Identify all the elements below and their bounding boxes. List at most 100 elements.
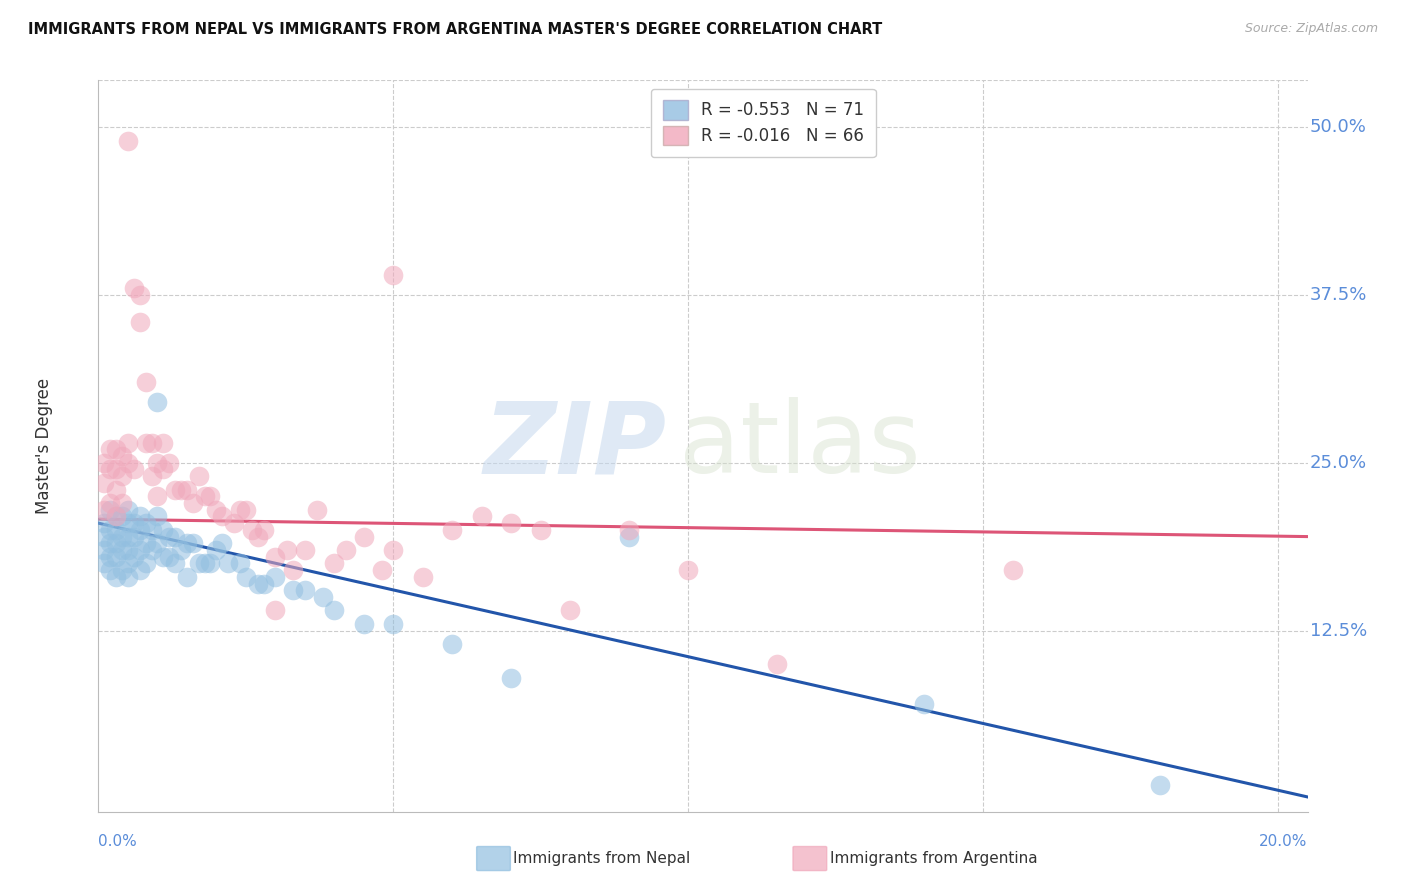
Point: [912, 698, 935, 712]
Point: [98, 563, 121, 577]
Point: [141, 435, 163, 450]
Text: IMMIGRANTS FROM NEPAL VS IMMIGRANTS FROM ARGENTINA MASTER'S DEGREE CORRELATION C: IMMIGRANTS FROM NEPAL VS IMMIGRANTS FROM…: [28, 22, 883, 37]
Point: [152, 549, 174, 564]
Point: [98, 549, 121, 564]
Point: [122, 281, 145, 295]
Text: ZIP: ZIP: [484, 398, 666, 494]
Point: [294, 543, 316, 558]
Point: [105, 442, 128, 457]
Point: [117, 435, 139, 450]
Point: [128, 543, 150, 558]
Point: [441, 637, 464, 651]
Point: [471, 509, 494, 524]
Point: [111, 563, 134, 577]
Point: [117, 456, 139, 470]
Point: [105, 462, 128, 476]
Point: [122, 516, 145, 531]
Point: [111, 449, 134, 463]
Point: [157, 530, 180, 544]
Point: [135, 536, 157, 550]
Point: [370, 563, 392, 577]
Point: [98, 462, 121, 476]
Point: [128, 509, 150, 524]
Point: [252, 576, 274, 591]
Point: [165, 530, 187, 544]
Point: [229, 557, 252, 571]
Point: [105, 509, 128, 524]
Text: 12.5%: 12.5%: [1310, 622, 1367, 640]
Point: [353, 616, 375, 631]
Point: [1001, 563, 1024, 577]
Point: [235, 570, 257, 584]
Point: [111, 530, 134, 544]
Point: [335, 543, 357, 558]
Point: [205, 543, 228, 558]
Point: [246, 576, 269, 591]
Point: [157, 456, 180, 470]
Point: [382, 268, 405, 282]
Point: [235, 502, 257, 516]
Point: [141, 523, 163, 537]
Point: [117, 557, 139, 571]
Point: [305, 502, 328, 516]
Point: [501, 516, 523, 531]
Point: [311, 590, 333, 604]
Point: [205, 502, 228, 516]
Point: [264, 549, 287, 564]
Point: [264, 570, 287, 584]
Point: [105, 483, 128, 497]
Text: Source: ZipAtlas.com: Source: ZipAtlas.com: [1244, 22, 1378, 36]
Point: [200, 557, 222, 571]
Point: [146, 456, 169, 470]
Point: [187, 557, 209, 571]
Point: [382, 616, 405, 631]
Point: [105, 523, 128, 537]
Point: [111, 469, 134, 483]
Legend: R = -0.553   N = 71, R = -0.016   N = 66: R = -0.553 N = 71, R = -0.016 N = 66: [651, 88, 876, 157]
Point: [105, 549, 128, 564]
Point: [135, 557, 157, 571]
Point: [146, 489, 169, 503]
Point: [264, 603, 287, 617]
Point: [229, 502, 252, 516]
Point: [678, 563, 700, 577]
Point: [117, 570, 139, 584]
Point: [170, 483, 193, 497]
Point: [122, 549, 145, 564]
Point: [353, 530, 375, 544]
Point: [1149, 778, 1171, 792]
Point: [323, 557, 346, 571]
Point: [111, 543, 134, 558]
Point: [619, 523, 641, 537]
Point: [152, 462, 174, 476]
Point: [93, 557, 115, 571]
Point: [93, 475, 115, 490]
Point: [122, 530, 145, 544]
Point: [117, 502, 139, 516]
Point: [98, 496, 121, 510]
Point: [111, 509, 134, 524]
Point: [165, 557, 187, 571]
Point: [93, 543, 115, 558]
Point: [222, 516, 245, 531]
Point: [194, 489, 217, 503]
Point: [276, 543, 298, 558]
Point: [200, 489, 222, 503]
Point: [152, 435, 174, 450]
Point: [93, 502, 115, 516]
Point: [530, 523, 553, 537]
Point: [152, 523, 174, 537]
Point: [176, 483, 198, 497]
Text: 50.0%: 50.0%: [1310, 119, 1367, 136]
Point: [117, 543, 139, 558]
Point: [281, 563, 304, 577]
Point: [441, 523, 464, 537]
Point: [501, 671, 523, 685]
Point: [135, 435, 157, 450]
Text: Immigrants from Nepal: Immigrants from Nepal: [513, 852, 690, 866]
Point: [128, 315, 150, 329]
Point: [294, 583, 316, 598]
Point: [281, 583, 304, 598]
Point: [165, 483, 187, 497]
Point: [141, 469, 163, 483]
